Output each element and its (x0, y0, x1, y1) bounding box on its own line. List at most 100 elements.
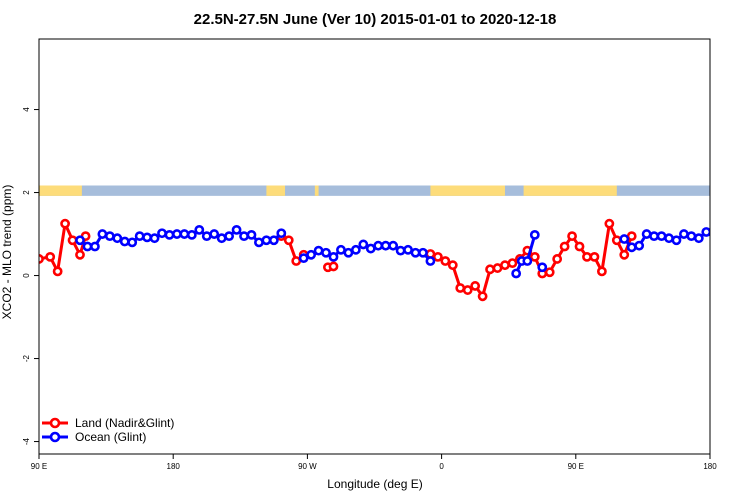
data-point-land-nadir-glint (582, 251, 592, 262)
data-point-land-nadir-glint (75, 249, 85, 260)
data-point-ocean-glint (246, 229, 257, 240)
data-point-ocean-glint (261, 235, 272, 246)
data-point-ocean-glint (649, 231, 659, 242)
legend-swatch-marker (49, 417, 61, 429)
chart-title: 22.5N-27.5N June (Ver 10) 2015-01-01 to … (194, 11, 557, 28)
data-point-ocean-glint (239, 231, 249, 242)
data-point-land-nadir-glint (552, 254, 563, 264)
data-point-ocean-glint (179, 229, 190, 239)
series-line-land-nadir-glint (39, 222, 88, 273)
data-point-ocean-glint (529, 229, 540, 240)
land-mask (430, 185, 505, 196)
data-point-ocean-glint (254, 237, 264, 248)
legend: Land (Nadir&Glint)Ocean (Glint) (42, 416, 174, 444)
data-point-ocean-glint (671, 235, 682, 246)
data-point-land-nadir-glint (596, 266, 607, 277)
data-point-ocean-glint (537, 262, 548, 273)
data-point-ocean-glint (641, 229, 652, 239)
y-tick-label: 0 (22, 273, 31, 278)
data-point-ocean-glint (268, 235, 279, 246)
data-point-ocean-glint (358, 239, 369, 250)
data-point-ocean-glint (104, 231, 115, 242)
data-point-ocean-glint (186, 229, 197, 240)
y-axis-label: XCO2 - MLO trend (ppm) (0, 185, 14, 320)
data-point-land-nadir-glint (291, 256, 302, 266)
ocean-mask (39, 185, 710, 196)
land-mask-band (39, 185, 710, 196)
y-tick-label: 2 (22, 190, 31, 195)
data-point-ocean-glint (425, 256, 436, 266)
x-tick-label: 90 W (298, 462, 317, 471)
data-point-ocean-glint (298, 253, 309, 264)
plot-area: -4 -2 0 2 4 90 E 180 90 W 0 90 E 180 (22, 38, 717, 471)
data-point-ocean-glint (410, 247, 421, 258)
data-point-ocean-glint (90, 241, 100, 252)
data-point-ocean-glint (224, 231, 235, 242)
data-point-land-nadir-glint (470, 281, 481, 291)
land-mask (266, 185, 286, 196)
data-point-land-nadir-glint (52, 266, 63, 277)
data-point-land-nadir-glint (589, 251, 600, 262)
data-point-land-nadir-glint (447, 260, 458, 271)
data-point-ocean-glint (511, 268, 522, 279)
data-point-ocean-glint (328, 251, 339, 262)
data-point-ocean-glint (164, 229, 175, 240)
data-point-ocean-glint (388, 240, 399, 251)
land-mask (523, 185, 617, 196)
data-point-land-nadir-glint (455, 283, 466, 293)
data-point-land-nadir-glint (559, 241, 570, 252)
data-point-ocean-glint (634, 240, 645, 251)
data-point-land-nadir-glint (477, 291, 488, 302)
data-point-ocean-glint (708, 230, 710, 238)
data-point-land-nadir-glint (619, 249, 630, 260)
data-point-ocean-glint (403, 244, 413, 255)
data-point-ocean-glint (172, 229, 182, 239)
data-point-ocean-glint (209, 229, 220, 239)
data-point-ocean-glint (216, 233, 227, 244)
data-point-ocean-glint (306, 249, 317, 260)
legend-label: Land (Nadir&Glint) (75, 416, 174, 430)
data-point-ocean-glint (686, 231, 697, 242)
data-point-land-nadir-glint (611, 235, 622, 246)
data-point-land-nadir-glint (492, 263, 503, 273)
data-point-ocean-glint (693, 233, 704, 244)
data-point-land-nadir-glint (60, 218, 70, 229)
data-point-land-nadir-glint (283, 235, 294, 246)
y-tick-label: -4 (22, 437, 31, 445)
data-point-ocean-glint (201, 231, 212, 242)
data-point-land-nadir-glint (626, 231, 637, 242)
data-point-ocean-glint (380, 240, 391, 251)
data-point-ocean-glint (373, 240, 384, 251)
data-point-ocean-glint (701, 227, 710, 237)
data-point-ocean-glint (142, 232, 153, 243)
x-axis-label: Longitude (deg E) (327, 477, 422, 491)
data-point-ocean-glint (365, 243, 376, 254)
data-point-land-nadir-glint (604, 218, 615, 229)
data-point-land-nadir-glint (462, 285, 473, 295)
data-point-land-nadir-glint (440, 256, 451, 266)
data-point-land-nadir-glint (567, 231, 577, 242)
data-point-ocean-glint (664, 233, 674, 244)
x-tick-label: 90 E (31, 462, 47, 471)
legend-swatch-marker (49, 431, 61, 443)
x-tick-label: 180 (167, 462, 181, 471)
data-point-ocean-glint (336, 244, 346, 255)
data-point-ocean-glint (418, 247, 428, 258)
data-point-ocean-glint (350, 244, 361, 255)
data-point-land-nadir-glint (485, 264, 495, 275)
series-layer (39, 218, 710, 302)
data-point-ocean-glint (82, 241, 93, 252)
data-point-ocean-glint (149, 233, 160, 244)
data-point-ocean-glint (619, 234, 630, 244)
data-point-ocean-glint (656, 231, 667, 242)
data-point-ocean-glint (194, 224, 205, 235)
data-point-land-nadir-glint (67, 235, 78, 246)
data-point-land-nadir-glint (544, 267, 555, 278)
y-tick-label: -2 (22, 354, 31, 362)
data-point-ocean-glint (134, 231, 145, 242)
x-tick-label: 180 (703, 462, 717, 471)
data-point-land-nadir-glint (328, 261, 339, 272)
data-point-ocean-glint (522, 256, 533, 266)
data-point-land-nadir-glint (529, 251, 540, 262)
data-point-ocean-glint (97, 229, 108, 239)
